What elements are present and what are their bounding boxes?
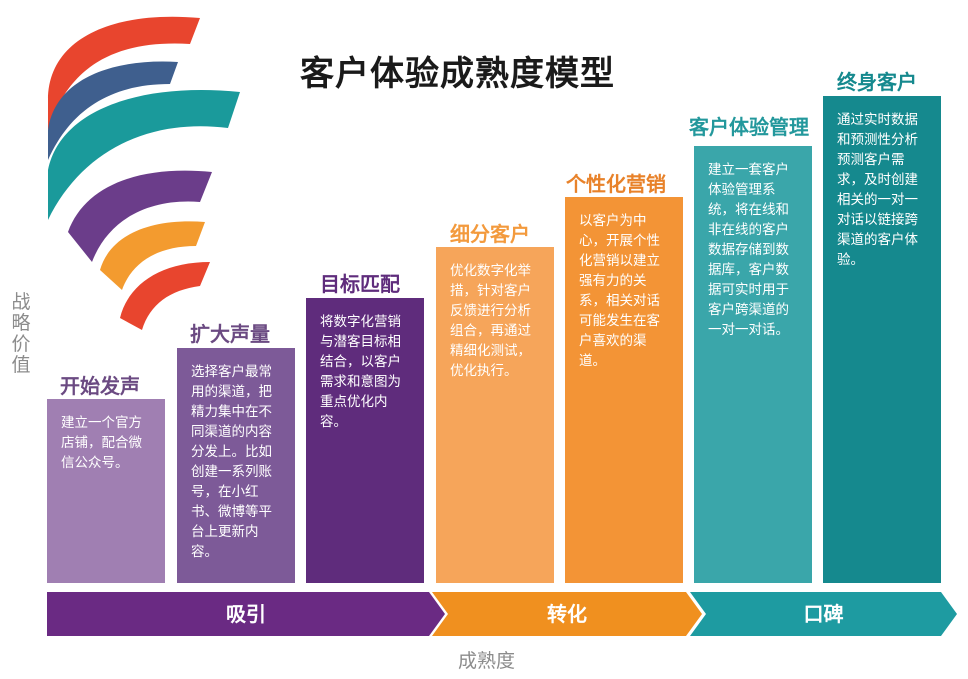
stage-6-description: 建立一套客户体验管理系统，将在线和非在线的客户数据存储到数据库，客户数据可实时用… bbox=[708, 162, 789, 338]
stage-6-box: 建立一套客户体验管理系统，将在线和非在线的客户数据存储到数据库，客户数据可实时用… bbox=[694, 146, 812, 583]
diagram-title: 客户体验成熟度模型 bbox=[300, 54, 615, 94]
y-axis-label: 战略价值 bbox=[11, 291, 31, 376]
phase-wom-label: 口碑 bbox=[803, 602, 844, 626]
stage-5-label: 个性化营销 bbox=[566, 172, 666, 196]
arc-band bbox=[100, 221, 205, 290]
phase-convert-label: 转化 bbox=[547, 602, 587, 626]
arc-band bbox=[48, 16, 200, 130]
phase-attract-label: 吸引 bbox=[226, 602, 266, 626]
arc-band bbox=[48, 61, 178, 160]
phase-attract-shape bbox=[47, 592, 445, 636]
stage-4-box: 优化数字化举措，针对客户反馈进行分析组合，再通过精细化测试，优化执行。 bbox=[436, 247, 554, 583]
stage-2-label: 扩大声量 bbox=[190, 322, 270, 346]
stage-3-description: 将数字化营销与潜客目标相结合，以客户需求和意图为重点优化内容。 bbox=[320, 314, 401, 430]
decorative-arcs bbox=[48, 16, 240, 330]
stage-7-box: 通过实时数据和预测性分析预测客户需求，及时创建相关的一对一对话以链接跨渠道的客户… bbox=[823, 96, 941, 583]
stage-5-box: 以客户为中心，开展个性化营销以建立强有力的关系，相关对话可能发生在客户喜欢的渠道… bbox=[565, 197, 683, 583]
stage-1-label: 开始发声 bbox=[60, 374, 140, 398]
phase-wom-bar: 口碑 bbox=[690, 592, 957, 636]
phase-wom-shape bbox=[690, 592, 957, 636]
stage-1-box: 建立一个官方店铺，配合微信公众号。 bbox=[47, 399, 165, 583]
arc-band bbox=[120, 262, 210, 330]
stage-3-label: 目标匹配 bbox=[320, 272, 400, 296]
stage-3-box: 将数字化营销与潜客目标相结合，以客户需求和意图为重点优化内容。 bbox=[306, 298, 424, 583]
stage-2-description: 选择客户最常用的渠道，把精力集中在不同渠道的内容分发上。比如创建一系列账号，在小… bbox=[191, 364, 272, 560]
stage-1-description: 建立一个官方店铺，配合微信公众号。 bbox=[61, 415, 142, 471]
stage-7-description: 通过实时数据和预测性分析预测客户需求，及时创建相关的一对一对话以链接跨渠道的客户… bbox=[837, 112, 918, 268]
stage-7-label: 终身客户 bbox=[837, 70, 917, 94]
stage-5-description: 以客户为中心，开展个性化营销以建立强有力的关系，相关对话可能发生在客户喜欢的渠道… bbox=[579, 213, 660, 369]
stage-2-box: 选择客户最常用的渠道，把精力集中在不同渠道的内容分发上。比如创建一系列账号，在小… bbox=[177, 348, 295, 583]
phase-convert-bar: 转化 bbox=[432, 592, 702, 636]
phase-convert-shape bbox=[432, 592, 702, 636]
stage-4-label: 细分客户 bbox=[450, 222, 530, 246]
arc-band bbox=[68, 170, 212, 262]
stage-4-description: 优化数字化举措，针对客户反馈进行分析组合，再通过精细化测试，优化执行。 bbox=[450, 263, 531, 379]
arc-band bbox=[48, 90, 240, 221]
x-axis-label: 成熟度 bbox=[458, 650, 516, 672]
phase-attract-bar: 吸引 bbox=[47, 592, 445, 636]
stage-6-label: 客户体验管理 bbox=[689, 115, 809, 139]
